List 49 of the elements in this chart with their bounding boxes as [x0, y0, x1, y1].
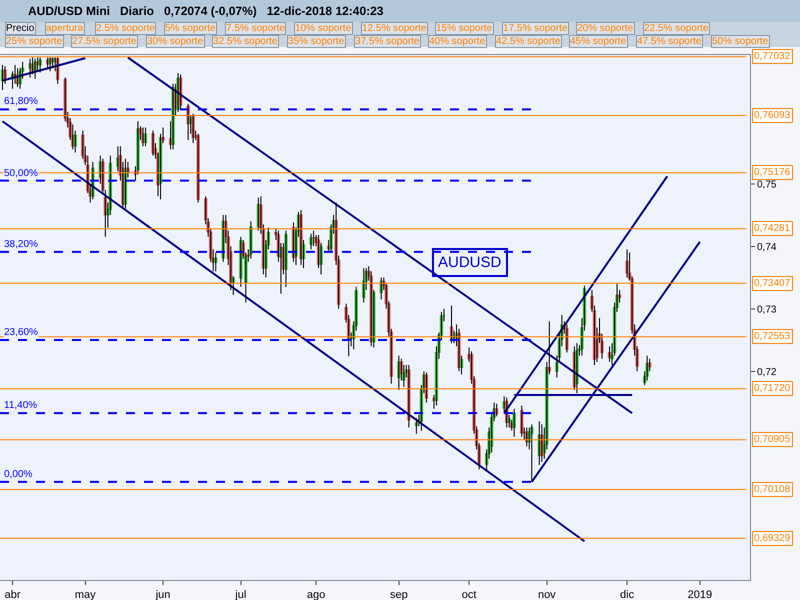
annotation: 38,20%	[4, 239, 38, 250]
text: 12.5% soporte	[362, 23, 427, 34]
y-tick-label: 0,73	[757, 304, 777, 316]
text: apertura	[46, 23, 84, 34]
ref-line-label: 0,69329	[754, 533, 791, 544]
text: Precio	[6, 23, 35, 34]
annotation: 61,80%	[4, 96, 38, 107]
annotation: 23,60%	[4, 327, 38, 338]
text: 5% soporte	[165, 23, 216, 34]
ref-line-label: 0,72553	[754, 331, 791, 342]
ref-line-label: 0,75176	[754, 167, 791, 178]
annotation: 50,00%	[4, 168, 38, 179]
annotation: 0,00%	[4, 469, 32, 480]
text: 35% soporte	[288, 36, 345, 47]
x-tick-label: oct	[462, 589, 476, 600]
annotation: 11,40%	[4, 400, 38, 411]
x-tick-label: dic	[620, 589, 635, 600]
ref-line-label: 0,74281	[754, 223, 791, 234]
text: 37.5% soporte	[355, 36, 420, 47]
y-tick-label: 0,74	[757, 242, 777, 253]
text: AUDUSD	[438, 254, 502, 271]
y-tick-label: 0,75	[757, 179, 777, 190]
text: 30% soporte	[147, 36, 204, 47]
text: 50% soporte	[712, 36, 769, 47]
ref-line-label: 0,70108	[754, 484, 791, 495]
x-tick-label: nov	[538, 589, 556, 600]
ref-line-label: 0,73407	[754, 278, 791, 289]
x-tick-label: abr	[4, 589, 21, 600]
chart-title: AUD/USD Mini Diario 0,72074 (-0,07%) 12-dic-2018 12:40:23	[28, 4, 384, 18]
text: 47.5% soporte	[637, 36, 702, 47]
text: 22.5% soporte	[644, 23, 709, 34]
text: 42.5% soporte	[496, 36, 561, 47]
text: 32.5% soporte	[213, 36, 278, 47]
text: 15% soporte	[436, 23, 493, 34]
x-tick-label: 2019	[688, 589, 712, 600]
text: 40% soporte	[429, 36, 486, 47]
text: 17.5% soporte	[503, 23, 568, 34]
ref-line-label: 0,76093	[754, 110, 791, 121]
ref-line-label: 0,70905	[754, 434, 791, 445]
text: 7.5% soporte	[226, 23, 286, 34]
text: 10% soporte	[295, 23, 352, 34]
text: 27.5% soporte	[72, 36, 137, 47]
y-tick-label: 0,72	[757, 366, 777, 378]
text: 25% soporte	[6, 36, 63, 47]
ref-line-label: 0,77032	[754, 51, 791, 62]
text: 45% soporte	[570, 36, 627, 47]
text: 20% soporte	[577, 23, 634, 34]
text: 2.5% soporte	[96, 23, 156, 34]
ref-line-label: 0,71720	[754, 383, 791, 394]
